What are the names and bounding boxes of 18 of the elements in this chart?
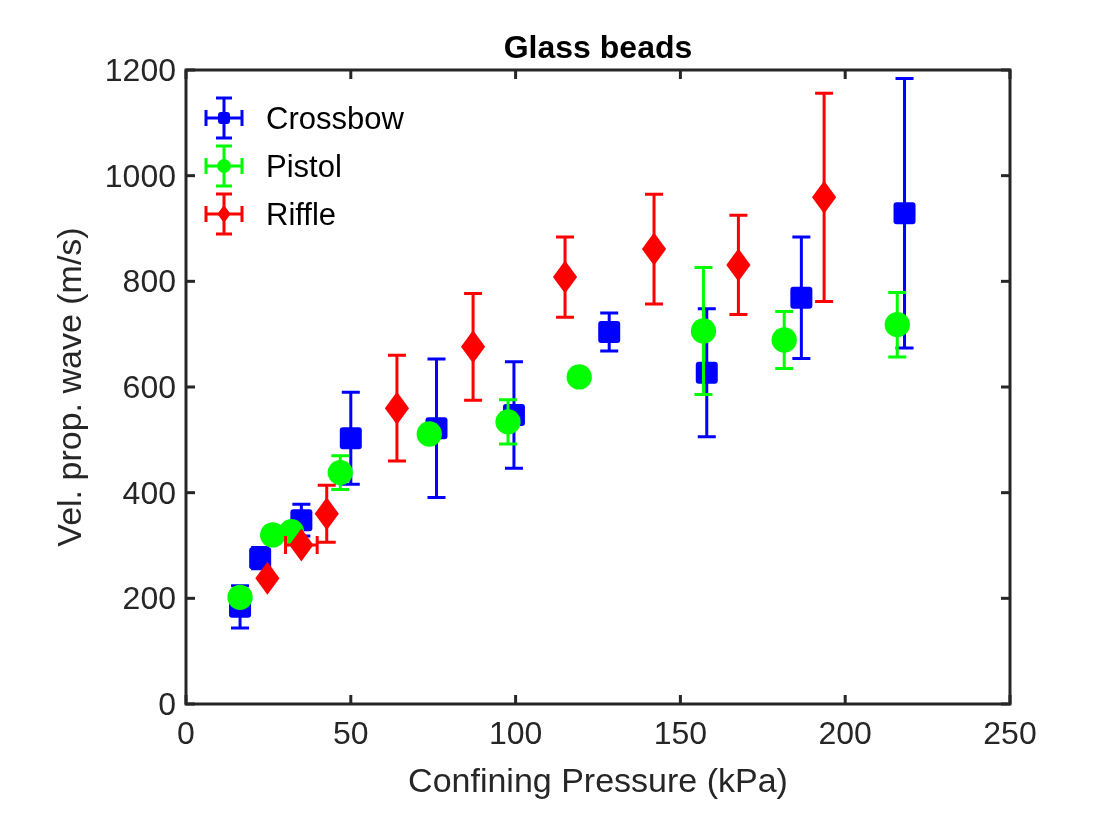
y-tick-label: 800 (122, 263, 176, 300)
legend-label: Pistol (266, 149, 342, 184)
x-tick-label: 150 (653, 715, 708, 751)
x-tick-label: 100 (488, 715, 543, 751)
y-tick-label: 1200 (104, 52, 176, 88)
x-tick-label: 200 (818, 715, 872, 751)
x-tick-label: 50 (333, 715, 369, 751)
legend-label: Crossbow (266, 101, 405, 136)
legend-label: Riffle (266, 197, 337, 232)
y-tick-label: 600 (122, 369, 176, 405)
chart-title: Glass beads (503, 29, 693, 65)
y-tick-label: 1000 (104, 157, 176, 194)
x-tick-label: 250 (983, 715, 1037, 751)
x-axis-title: Confining Pressure (kPa) (408, 761, 788, 799)
y-axis-title: Vel. prop. wave (m/s) (50, 227, 88, 547)
y-tick-label: 400 (122, 474, 176, 511)
y-tick-label: 200 (122, 580, 176, 617)
y-tick-label: 0 (158, 686, 176, 722)
